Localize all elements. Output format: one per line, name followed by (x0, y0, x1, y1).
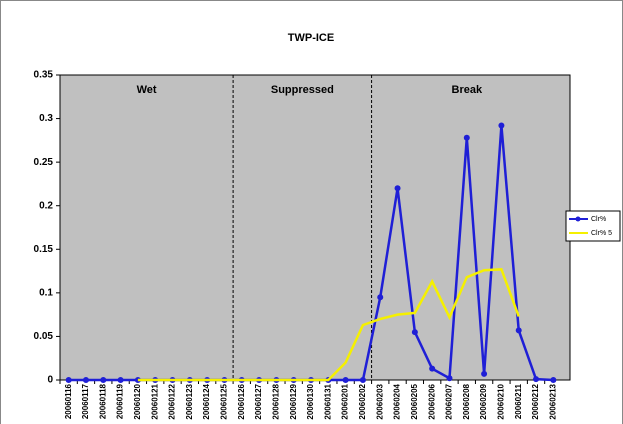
x-tick-label: 20060127 (254, 383, 263, 419)
series-line (137, 268, 520, 382)
x-tick-label: 20060208 (462, 383, 471, 419)
x-tick-label: 20060130 (306, 383, 315, 419)
y-tick-label: 0.35 (34, 70, 54, 81)
y-tick-label: 0.05 (34, 331, 54, 342)
y-tick-label: 0.3 (39, 113, 53, 124)
x-tick-label: 20060121 (150, 383, 159, 419)
series-marker (498, 122, 505, 129)
legend-box (565, 210, 621, 242)
series-marker (342, 377, 349, 383)
x-tick-label: 20060120 (133, 383, 142, 419)
x-tick-label: 20060124 (202, 383, 211, 419)
x-tick-label: 20060212 (531, 383, 540, 419)
x-tick-label: 20060131 (323, 383, 332, 419)
legend-marker (575, 216, 581, 222)
x-tick-label: 20060118 (98, 383, 107, 419)
x-tick-label: 20060117 (81, 383, 90, 419)
x-tick-label: 20060210 (497, 383, 506, 419)
x-tick-label: 20060201 (341, 383, 350, 419)
y-tick-label: 0.15 (34, 244, 54, 255)
series-marker (481, 370, 488, 377)
series-marker (515, 327, 522, 334)
legend-label: Clr% 5 (591, 230, 612, 237)
x-tick-label: 20060126 (237, 383, 246, 419)
series-marker (117, 377, 124, 383)
region-label: Break (452, 84, 483, 96)
series-marker (533, 376, 540, 383)
y-tick-label: 0 (47, 375, 53, 386)
series-marker (411, 329, 418, 336)
region-label: Wet (137, 84, 157, 96)
x-tick-label: 20060119 (116, 383, 125, 419)
x-tick-label: 20060129 (289, 383, 298, 419)
x-tick-label: 20060125 (220, 383, 229, 419)
x-tick-label: 20060122 (168, 383, 177, 419)
series-marker (446, 375, 453, 382)
x-tick-label: 20060206 (427, 383, 436, 419)
chart-title: TWP-ICE (288, 32, 334, 44)
series-marker (65, 377, 72, 383)
y-tick-label: 0.25 (34, 157, 54, 168)
series-marker (100, 377, 107, 383)
region-label: Suppressed (271, 84, 334, 96)
x-tick-label: 20060207 (445, 383, 454, 419)
series-marker (550, 377, 557, 383)
series-marker (463, 134, 470, 141)
x-tick-label: 20060116 (64, 383, 73, 419)
series-marker (394, 185, 401, 192)
x-tick-label: 20060202 (358, 383, 367, 419)
plot-area (59, 74, 571, 381)
series-marker (82, 377, 89, 383)
x-tick-label: 20060213 (548, 383, 557, 419)
x-tick-label: 20060128 (271, 383, 280, 419)
y-tick-label: 0.1 (39, 287, 53, 298)
x-tick-label: 20060209 (479, 383, 488, 419)
y-tick-label: 0.2 (39, 200, 53, 211)
legend-label: Clr% (591, 216, 606, 223)
x-tick-label: 20060205 (410, 383, 419, 419)
series-marker (429, 365, 436, 372)
x-tick-label: 20060211 (514, 383, 523, 419)
x-tick-label: 20060204 (393, 383, 402, 419)
x-tick-label: 20060123 (185, 383, 194, 419)
series-marker (377, 294, 384, 301)
x-tick-label: 20060203 (375, 383, 384, 419)
series-marker (359, 377, 366, 383)
